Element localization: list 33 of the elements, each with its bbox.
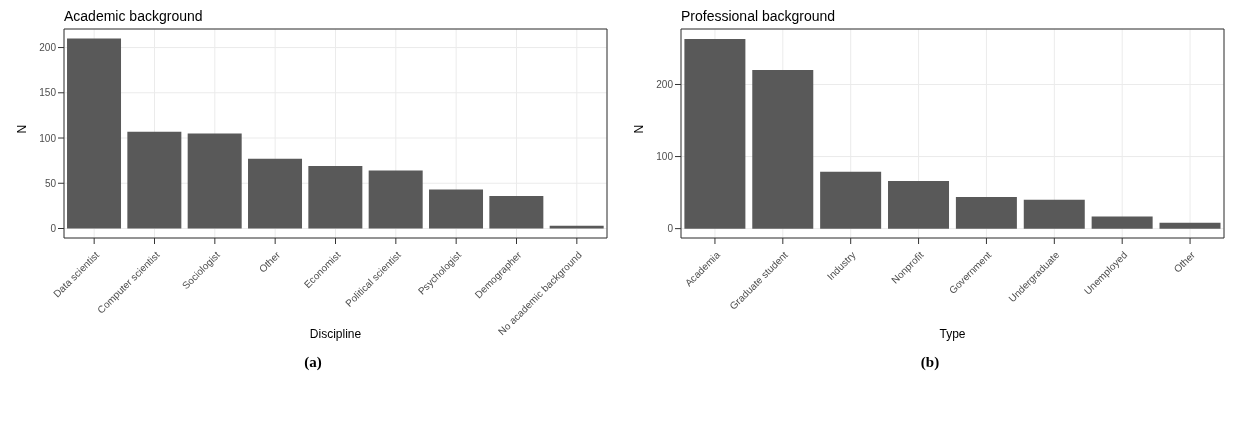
x-axis-title: Type bbox=[939, 327, 966, 341]
text: (b) bbox=[919, 354, 941, 371]
bar bbox=[429, 189, 484, 229]
bar bbox=[1023, 199, 1085, 229]
x-axis-title: Discipline bbox=[309, 327, 362, 341]
bar bbox=[955, 196, 1017, 229]
bar bbox=[67, 38, 122, 229]
bar bbox=[888, 181, 950, 229]
y-tick-label: 200 bbox=[656, 79, 674, 91]
bar bbox=[308, 166, 363, 229]
bar bbox=[549, 225, 604, 229]
chart-title: Academic background bbox=[63, 8, 204, 26]
bar bbox=[368, 170, 423, 229]
chart-title: Professional background bbox=[680, 8, 837, 26]
y-tick-label: 100 bbox=[656, 151, 674, 163]
bar bbox=[187, 133, 242, 229]
y-axis-title: N bbox=[15, 124, 30, 134]
bar bbox=[489, 195, 544, 229]
y-tick-label: 0 bbox=[667, 223, 674, 235]
y-tick-label: 0 bbox=[50, 223, 57, 235]
bar bbox=[1159, 222, 1221, 229]
y-axis-title: N bbox=[632, 124, 647, 134]
bar bbox=[820, 171, 882, 229]
bar bbox=[248, 158, 303, 229]
y-tick-label: 200 bbox=[39, 42, 57, 54]
y-tick-label: 100 bbox=[39, 132, 57, 144]
y-tick-label: 50 bbox=[44, 177, 57, 189]
text: (a) bbox=[303, 354, 323, 371]
bar bbox=[752, 70, 814, 229]
bar bbox=[127, 131, 182, 229]
y-tick-label: 150 bbox=[39, 87, 57, 99]
bar bbox=[684, 39, 746, 229]
bar bbox=[1091, 216, 1153, 229]
